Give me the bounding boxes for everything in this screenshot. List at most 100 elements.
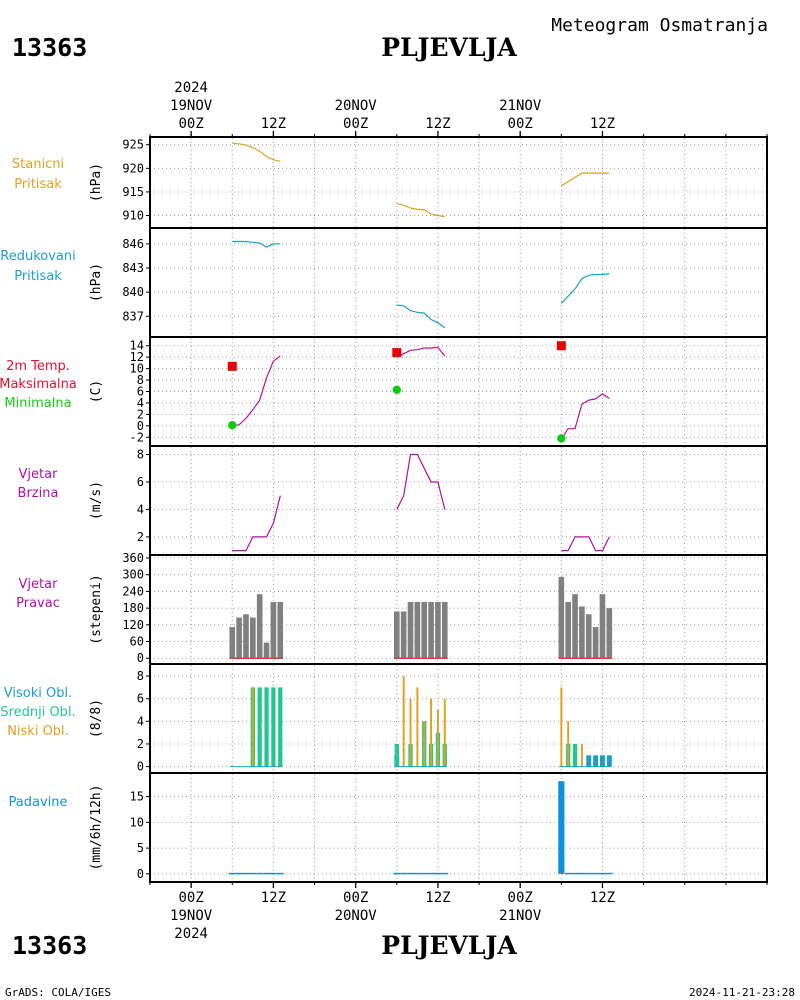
cloud-bar [430, 698, 433, 767]
cloud-bar [271, 687, 276, 767]
y-axis-label: (m/s) [89, 481, 104, 520]
y-tick-label: 14 [130, 339, 144, 353]
time-label-top: 12Z [425, 116, 450, 132]
series-line [396, 346, 446, 358]
y-tick-label: 120 [122, 618, 144, 632]
wind-direction-bar [572, 594, 578, 659]
panel-station-pressure: 910 915 920 925 (hPa) Stanicni Pritisak [12, 136, 768, 229]
series-line [232, 142, 281, 162]
y-tick-label: 915 [122, 185, 144, 199]
date-label-top: 21NOV [499, 98, 542, 114]
precip-bar [592, 872, 600, 875]
date-label-bottom: 19NOV [170, 908, 213, 924]
y-tick-label: 240 [122, 584, 144, 598]
time-label-top: 12Z [590, 116, 615, 132]
y-tick-label: 4 [137, 396, 144, 410]
precip-bar [564, 872, 572, 875]
date-label-top: 20NOV [335, 98, 378, 114]
precip-bar [235, 872, 243, 875]
wind-direction-bar [606, 608, 613, 659]
y-axis-label: (stepeni) [89, 574, 104, 644]
cloud-bar [257, 687, 262, 767]
y-tick-label: 15 [130, 790, 144, 804]
wind-direction-bar [250, 617, 256, 659]
min-temp-marker [228, 421, 237, 430]
wind-direction-bar [592, 627, 599, 659]
y-tick-label: -2 [130, 430, 144, 444]
time-label-bottom: 00Z [178, 890, 203, 906]
station-name-bottom: PLJEVLJA [381, 931, 517, 960]
panel-frame [149, 136, 768, 229]
panel-label: Vjetar [19, 577, 59, 592]
time-label-bottom: 12Z [590, 890, 615, 906]
y-tick-label: 4 [137, 502, 144, 516]
precip-bar [571, 872, 579, 875]
panel-label: 2m Temp. [6, 359, 70, 374]
cloud-bar [436, 710, 439, 767]
y-axis-label: (C) [89, 380, 104, 403]
y-axis-label: (mm/6h/12h) [89, 784, 104, 870]
panel-frame [149, 554, 768, 665]
time-label-bottom: 00Z [508, 890, 533, 906]
series-line [560, 172, 610, 187]
y-tick-label: 920 [122, 161, 144, 175]
panel-label: Pritisak [14, 177, 62, 192]
precip-bar [276, 872, 284, 875]
cloud-bar [593, 755, 599, 767]
panel-wind-speed: 2 4 6 8 (m/s) Vjetar Brzina [18, 445, 768, 556]
series-line [396, 453, 446, 510]
cloud-bar [586, 755, 592, 767]
precip-bar [427, 872, 435, 875]
y-tick-label: 2 [137, 530, 144, 544]
precip-bar [441, 872, 449, 875]
time-label-top: 00Z [343, 116, 368, 132]
panel-label: Visoki Obl. [4, 686, 72, 701]
precip-bar [413, 872, 421, 875]
wind-direction-bar [599, 594, 606, 659]
panel-label: Minimalna [4, 396, 71, 411]
precip-bar [558, 781, 565, 874]
station-id-bottom: 13363 [12, 931, 87, 960]
y-axis-label: (8/8) [89, 699, 104, 738]
y-tick-label: 8 [137, 447, 144, 461]
y-tick-label: 0 [137, 651, 144, 665]
series-line [232, 240, 281, 248]
panel-label: Maksimalna [0, 377, 77, 392]
date-label-bottom: 20NOV [335, 908, 378, 924]
series-line [560, 393, 610, 440]
y-axis-label: (hPa) [89, 163, 104, 202]
precip-bar [578, 872, 586, 875]
date-label-top: 19NOV [170, 98, 213, 114]
wind-direction-bar [565, 601, 571, 659]
y-tick-label: 4 [137, 714, 144, 728]
wind-direction-bar [428, 601, 434, 659]
cloud-bar [567, 721, 570, 767]
precip-bar [420, 872, 428, 875]
meteogram-title: Meteogram Osmatranja [551, 15, 768, 36]
wind-direction-bar [400, 611, 407, 659]
wind-direction-bar [270, 601, 277, 659]
cloud-bar [409, 698, 412, 767]
max-temp-marker [227, 361, 237, 371]
cloud-bar [416, 687, 419, 767]
y-tick-label: 360 [122, 551, 144, 565]
panel-precipitation: 0 5 10 15 (mm/6h/12h) Padavine [9, 772, 768, 883]
year-label-top: 2024 [174, 80, 208, 96]
y-tick-label: 0 [137, 867, 144, 881]
footer-timestamp: 2024-11-21-23:28 [689, 986, 795, 999]
panel-label: Srednji Obl. [0, 705, 75, 720]
panel-label: Brzina [18, 486, 59, 501]
time-label-bottom: 12Z [425, 890, 450, 906]
time-label-top: 12Z [261, 116, 286, 132]
min-temp-marker [392, 385, 401, 394]
wind-direction-bar [421, 601, 428, 659]
panel-label: Padavine [9, 795, 68, 810]
y-tick-label: 300 [122, 568, 144, 582]
y-axis-label: (hPa) [89, 263, 104, 302]
year-label-bottom: 2024 [174, 926, 208, 942]
precip-bar [599, 872, 606, 875]
y-tick-label: 60 [130, 635, 144, 649]
wind-direction-bar [414, 601, 421, 659]
wind-direction-bar [229, 627, 236, 659]
